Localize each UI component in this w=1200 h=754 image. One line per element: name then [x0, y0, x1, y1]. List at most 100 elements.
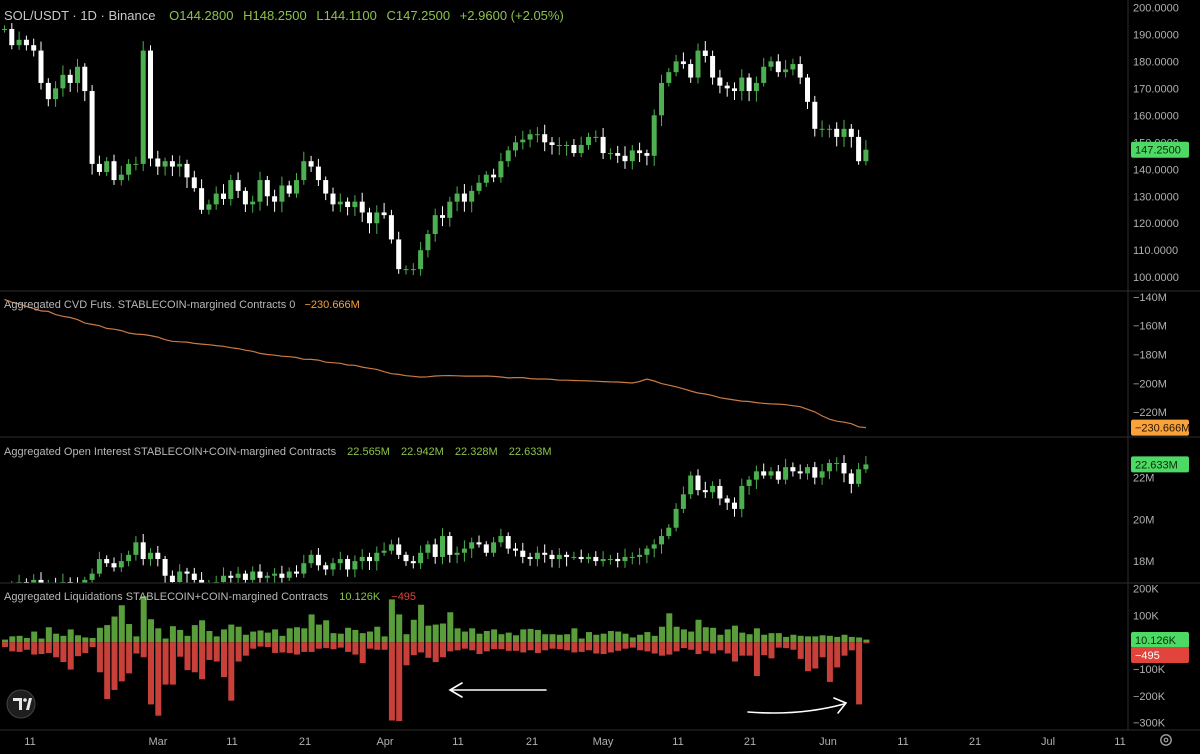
liq-long-bar — [337, 633, 344, 643]
liq-title: Aggregated Liquidations STABLECOIN+COIN-… — [4, 591, 329, 603]
liq-long-bar — [279, 635, 286, 643]
price-candle — [257, 180, 263, 202]
y-axes: 200.0000 190.0000 180.0000 170.0000 160.0000… — [1131, 2, 1190, 730]
liq-long-bar — [746, 634, 753, 643]
liq-long-bar — [38, 638, 45, 643]
liq-short-last-label: −495 — [1135, 650, 1160, 662]
price-candle — [367, 212, 372, 224]
liq-long-bar — [16, 635, 23, 643]
price-candle — [848, 128, 854, 137]
liq-short-bar — [717, 642, 724, 651]
liq-short-bar — [753, 642, 760, 677]
liq-long-bar — [250, 631, 257, 643]
liq-short-bar — [272, 642, 279, 653]
oi-candle — [155, 552, 161, 560]
oi-y-tick: 22M — [1133, 473, 1154, 485]
liq-short-bar — [381, 642, 388, 650]
price-candle — [768, 61, 774, 67]
time-axis-label: 21 — [969, 736, 981, 748]
oi-candle — [279, 573, 285, 578]
gear-icon[interactable] — [1160, 734, 1172, 746]
liq-short-bar — [666, 642, 673, 655]
price-candle — [775, 61, 781, 73]
price-y-tick: 200.0000 — [1133, 2, 1179, 14]
liq-short-bar — [520, 642, 527, 653]
liq-short-bar — [812, 642, 819, 669]
liq-long-bar — [724, 629, 731, 643]
liq-long-bar — [432, 624, 439, 643]
annotation-arrow-left — [448, 682, 547, 698]
oi-candle — [578, 556, 584, 560]
liq-short-bar — [199, 642, 206, 680]
liq-short-bar — [659, 642, 665, 656]
cvd-current-value: −230.666M — [304, 299, 359, 311]
oi-candle — [264, 575, 270, 578]
liq-short-bar — [491, 642, 498, 650]
liq-long-bar — [140, 596, 147, 643]
liq-long-bar — [841, 634, 848, 643]
liq-short-bar — [680, 642, 687, 649]
time-axis-label: 21 — [744, 736, 756, 748]
liq-short-bar — [264, 642, 271, 648]
price-candle — [476, 182, 482, 191]
liq-short-last-badge — [1131, 647, 1189, 663]
time-axis-label: 11 — [226, 736, 237, 748]
oi-candle — [790, 467, 796, 472]
liq-short-bar — [279, 642, 286, 653]
price-candle — [242, 190, 248, 205]
liq-short-bar — [45, 642, 52, 653]
liq-short-bar — [673, 642, 680, 652]
liq-long-bar — [2, 639, 8, 643]
price-candle — [680, 61, 686, 65]
oi-candle — [702, 490, 708, 493]
price-candle — [308, 161, 314, 167]
oi-candle — [294, 571, 299, 574]
liq-short-bar — [775, 642, 782, 648]
liq-long-bar — [221, 629, 227, 643]
oi-candle — [564, 554, 570, 557]
liq-long-bar — [23, 637, 30, 643]
oi-candle — [337, 559, 343, 564]
liq-short-bar — [169, 642, 176, 685]
price-candle — [753, 82, 759, 92]
liq-long-bar — [126, 624, 133, 643]
price-candle — [797, 64, 803, 78]
liq-short-bar — [710, 642, 717, 654]
liq-long-bar — [834, 636, 841, 643]
oi-candle — [863, 464, 869, 470]
time-axis[interactable]: 11 Mar 11 21 Apr 11 21 May 11 21 Jun 11 21 Jul 11 — [24, 736, 1125, 748]
oi-candle — [31, 579, 37, 583]
oi-candle — [746, 479, 752, 486]
liq-short-bar — [82, 642, 89, 653]
oi-candle — [571, 556, 577, 558]
price-last-label: 147.2500 — [1135, 145, 1181, 157]
liq-long-bar — [264, 632, 271, 643]
price-candle — [374, 212, 380, 224]
price-candle — [381, 212, 387, 216]
liq-short-bar — [622, 642, 629, 649]
liq-short-bar — [337, 642, 344, 648]
price-candle — [60, 74, 66, 89]
liq-short-bar — [96, 642, 103, 673]
price-candle — [819, 128, 825, 130]
price-y-tick: 180.0000 — [1133, 56, 1179, 68]
oi-candle — [359, 556, 365, 562]
liq-short-bar — [586, 642, 592, 651]
liq-short-bar — [330, 642, 337, 650]
liq-short-bar — [352, 642, 359, 655]
liq-long-bar — [615, 631, 622, 643]
price-pane-title: SOL/USDT · 1D · Binance O144.2800 H148.2… — [4, 8, 564, 23]
oi-candle — [345, 559, 351, 570]
liq-short-bar — [834, 642, 841, 668]
oi-candle — [177, 571, 183, 582]
liq-short-bar — [578, 642, 585, 652]
annotation-arrow-right — [747, 697, 848, 714]
cvd-y-tick: −200M — [1133, 378, 1167, 390]
liq-short-bar — [301, 642, 308, 652]
oi-candle — [330, 563, 336, 570]
liq-long-bar — [739, 632, 746, 643]
liq-short-bar — [841, 642, 848, 656]
liq-long-bar — [761, 634, 768, 643]
tradingview-logo-icon[interactable] — [6, 689, 36, 719]
liq-short-bar — [469, 642, 476, 651]
